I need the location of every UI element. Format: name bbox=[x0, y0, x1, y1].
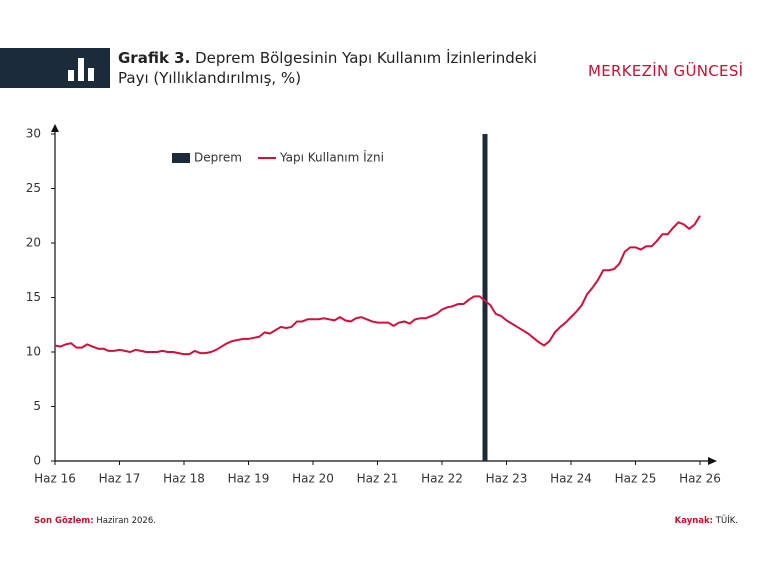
legend-label: Yapı Kullanım İzni bbox=[279, 150, 384, 165]
x-tick-label: Haz 25 bbox=[615, 472, 657, 486]
title-text: Deprem Bölgesinin Yapı Kullanım İzinleri… bbox=[118, 49, 537, 87]
x-tick-label: Haz 19 bbox=[228, 472, 270, 486]
y-tick-label: 15 bbox=[26, 290, 41, 304]
header-band bbox=[0, 48, 110, 88]
x-tick-label: Haz 21 bbox=[357, 472, 399, 486]
chart-title: Grafik 3. Deprem Bölgesinin Yapı Kullanı… bbox=[118, 48, 568, 88]
icon bbox=[68, 58, 94, 81]
legend-swatch bbox=[172, 153, 190, 163]
y-tick-label: 5 bbox=[33, 399, 41, 413]
footer-label: Son Gözlem: bbox=[34, 516, 94, 526]
x-axis-arrow bbox=[708, 457, 717, 465]
y-tick-label: 0 bbox=[33, 454, 41, 468]
y-tick-label: 20 bbox=[26, 236, 41, 250]
x-tick-label: Haz 26 bbox=[679, 472, 721, 486]
y-tick-label: 30 bbox=[26, 127, 41, 141]
x-tick-label: Haz 22 bbox=[421, 472, 463, 486]
y-tick-label: 25 bbox=[26, 181, 41, 195]
footer-text: Haziran 2026. bbox=[96, 516, 156, 526]
y-tick-label: 10 bbox=[26, 345, 41, 359]
title-prefix: Grafik 3. bbox=[118, 49, 191, 67]
footer-right: Kaynak: TÜİK. bbox=[675, 516, 738, 526]
legend-label: Deprem bbox=[194, 151, 242, 165]
y-axis-arrow bbox=[51, 124, 59, 132]
data-line bbox=[54, 215, 701, 356]
x-tick-label: Haz 18 bbox=[163, 472, 205, 486]
x-tick-label: Haz 16 bbox=[34, 472, 76, 486]
x-tick-label: Haz 24 bbox=[550, 472, 592, 486]
footer-label: Kaynak: bbox=[674, 516, 714, 526]
brand: MERKEZİN GÜNCESİ bbox=[588, 62, 744, 80]
x-tick-label: Haz 23 bbox=[486, 472, 528, 486]
footer-text: TÜİK. bbox=[715, 516, 738, 526]
x-tick-label: Haz 20 bbox=[292, 472, 334, 486]
footer-left: Son Gözlem: Haziran 2026. bbox=[34, 516, 156, 526]
x-tick-label: Haz 17 bbox=[99, 472, 141, 486]
event-bar bbox=[482, 134, 488, 461]
